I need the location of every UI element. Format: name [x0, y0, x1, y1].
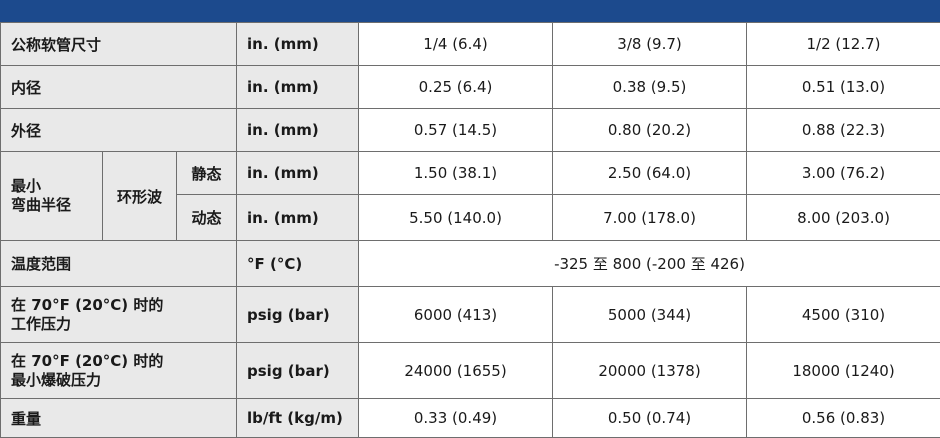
bend-radius-label-line1: 最小 [11, 177, 92, 196]
cell-value: 0.57 (14.5) [359, 109, 553, 152]
row-label-line1: 在 70°F (20°C) 时的 [11, 296, 226, 315]
bend-type-label: 环形波 [103, 152, 177, 241]
row-unit: °F (°C) [237, 241, 359, 287]
row-label-line2: 最小爆破压力 [11, 371, 226, 390]
cell-value: 0.25 (6.4) [359, 66, 553, 109]
row-label: 重量 [1, 399, 237, 438]
table-row: 在 70°F (20°C) 时的 工作压力 psig (bar) 6000 (4… [1, 287, 940, 343]
temperature-range-value: -325 至 800 (-200 至 426) [359, 241, 940, 287]
cell-value: 4500 (310) [747, 287, 940, 343]
cell-value: 8.00 (203.0) [747, 195, 940, 241]
table-row: 外径 in. (mm) 0.57 (14.5) 0.80 (20.2) 0.88… [1, 109, 940, 152]
cell-value: 0.88 (22.3) [747, 109, 940, 152]
table-row: 温度范围 °F (°C) -325 至 800 (-200 至 426) [1, 241, 940, 287]
row-unit: psig (bar) [237, 287, 359, 343]
cell-value: 0.33 (0.49) [359, 399, 553, 438]
cell-value: 1/2 (12.7) [747, 23, 940, 66]
cell-value: 0.38 (9.5) [553, 66, 747, 109]
spec-table: 公称软管尺寸 in. (mm) 1/4 (6.4) 3/8 (9.7) 1/2 … [0, 22, 940, 438]
cell-value: 0.80 (20.2) [553, 109, 747, 152]
row-label-line2: 工作压力 [11, 315, 226, 334]
cell-value: 3/8 (9.7) [553, 23, 747, 66]
table-row: 公称软管尺寸 in. (mm) 1/4 (6.4) 3/8 (9.7) 1/2 … [1, 23, 940, 66]
cell-value: 5000 (344) [553, 287, 747, 343]
cell-value: 18000 (1240) [747, 343, 940, 399]
row-unit: in. (mm) [237, 152, 359, 195]
table-row: 重量 lb/ft (kg/m) 0.33 (0.49) 0.50 (0.74) … [1, 399, 940, 438]
header-bar [0, 0, 940, 22]
row-unit: lb/ft (kg/m) [237, 399, 359, 438]
row-unit: in. (mm) [237, 66, 359, 109]
cell-value: 6000 (413) [359, 287, 553, 343]
row-label: 在 70°F (20°C) 时的 最小爆破压力 [1, 343, 237, 399]
cell-value: 5.50 (140.0) [359, 195, 553, 241]
row-label: 内径 [1, 66, 237, 109]
cell-value: 1.50 (38.1) [359, 152, 553, 195]
cell-value: 0.50 (0.74) [553, 399, 747, 438]
row-unit: in. (mm) [237, 109, 359, 152]
row-unit: in. (mm) [237, 195, 359, 241]
cell-value: 2.50 (64.0) [553, 152, 747, 195]
row-label: 在 70°F (20°C) 时的 工作压力 [1, 287, 237, 343]
table-row: 内径 in. (mm) 0.25 (6.4) 0.38 (9.5) 0.51 (… [1, 66, 940, 109]
row-unit: in. (mm) [237, 23, 359, 66]
bend-radius-label-line2: 弯曲半径 [11, 196, 92, 215]
cell-value: 0.56 (0.83) [747, 399, 940, 438]
bend-radius-label: 最小 弯曲半径 [1, 152, 103, 241]
table-row: 在 70°F (20°C) 时的 最小爆破压力 psig (bar) 24000… [1, 343, 940, 399]
cell-value: 7.00 (178.0) [553, 195, 747, 241]
cell-value: 24000 (1655) [359, 343, 553, 399]
row-label: 温度范围 [1, 241, 237, 287]
cell-value: 1/4 (6.4) [359, 23, 553, 66]
cell-value: 3.00 (76.2) [747, 152, 940, 195]
row-label-line1: 在 70°F (20°C) 时的 [11, 352, 226, 371]
row-unit: psig (bar) [237, 343, 359, 399]
row-label: 外径 [1, 109, 237, 152]
cell-value: 0.51 (13.0) [747, 66, 940, 109]
dynamic-label: 动态 [177, 195, 237, 241]
cell-value: 20000 (1378) [553, 343, 747, 399]
table-row: 最小 弯曲半径 环形波 静态 in. (mm) 1.50 (38.1) 2.50… [1, 152, 940, 195]
static-label: 静态 [177, 152, 237, 195]
row-label: 公称软管尺寸 [1, 23, 237, 66]
